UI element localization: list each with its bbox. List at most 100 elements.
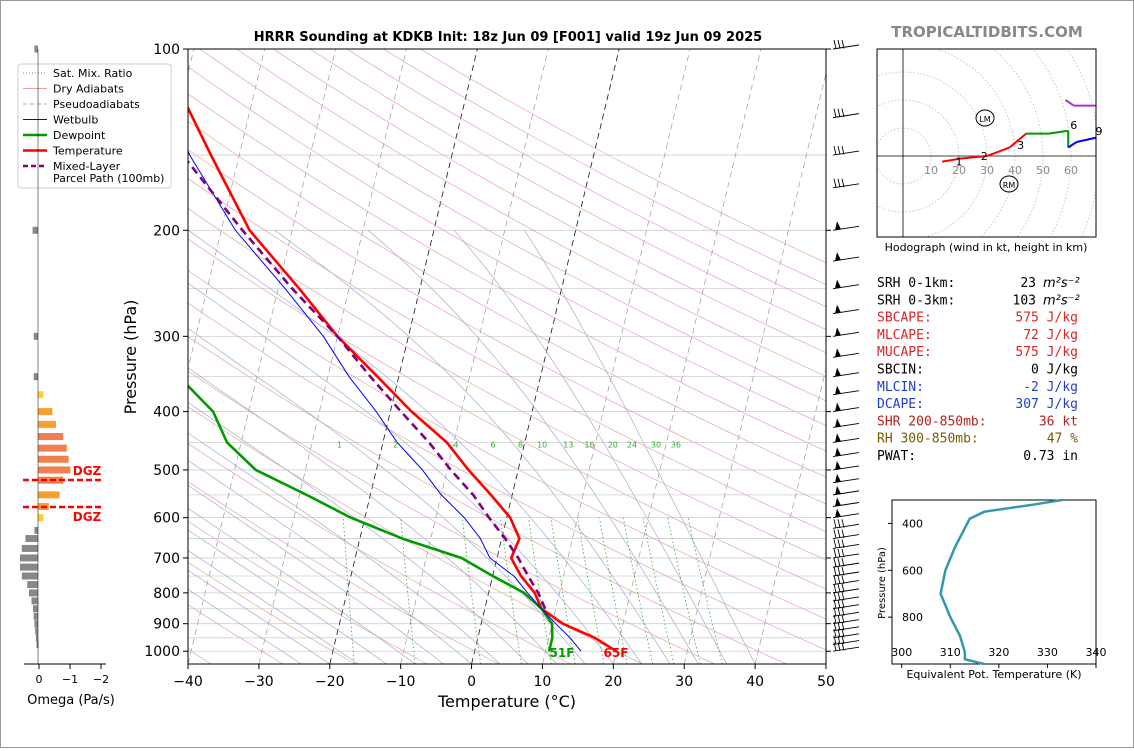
legend-item: Dry Adiabats	[23, 83, 124, 96]
theta-e-xtick-label: 340	[1086, 646, 1107, 659]
wind-barb-staff	[832, 633, 860, 639]
wind-barb-feather	[837, 607, 841, 616]
hodograph-segment	[1064, 99, 1075, 107]
pressure-tick-label: 200	[153, 223, 180, 239]
temp-tick-label: 0	[467, 674, 476, 690]
wind-barb-flag	[835, 402, 841, 412]
moist-adiabat-line	[188, 569, 330, 664]
wind-barb-feather	[841, 599, 845, 609]
wind-barb-feather	[837, 178, 841, 188]
index-row: SRH 0-1km: 23 m²s⁻²	[877, 276, 1080, 291]
wind-barb-feather	[837, 108, 841, 118]
index-row: SRH 0-3km: 103 m²s⁻²	[877, 293, 1080, 308]
pressure-tick-label: 700	[153, 551, 180, 567]
omega-bar	[38, 408, 53, 416]
wind-barb-feather	[833, 614, 837, 624]
wind-barb-feather	[833, 178, 837, 188]
index-value: 0.73 in	[1023, 449, 1078, 464]
mixing-ratio-label: 20	[608, 440, 618, 449]
hodograph-segment	[1008, 132, 1027, 149]
wind-barb-staff	[832, 183, 860, 189]
wind-barb-feather	[837, 558, 841, 567]
hodograph-ring-label: 30	[980, 164, 994, 177]
wind-barb-staff	[832, 562, 860, 568]
index-name: RH 300-850mb:	[877, 432, 979, 447]
index-value: 307 J/kg	[1015, 397, 1078, 412]
wind-barb-feather	[841, 591, 845, 601]
wind-barb	[832, 385, 860, 396]
hodograph-segment	[1048, 129, 1069, 135]
wind-barb	[832, 558, 860, 568]
pressure-tick-label: 800	[153, 586, 180, 602]
wind-barb	[832, 433, 860, 443]
wind-barb-staff	[832, 604, 860, 610]
wind-barb	[832, 304, 860, 315]
wind-barb	[832, 614, 860, 625]
isotherm-line	[400, 49, 549, 664]
isotherm-line	[754, 367, 826, 664]
isotherm-emph-line	[471, 49, 620, 664]
wind-barb	[832, 529, 860, 540]
moist-adiabat-line	[524, 230, 756, 664]
skewt-profiles	[188, 105, 618, 653]
index-name: SBCAPE:	[877, 311, 932, 326]
wind-barb	[832, 447, 860, 457]
index-value: -2 J/kg	[1023, 380, 1078, 395]
index-row: MUCAPE: 575 J/kg	[877, 345, 1078, 360]
theta-e-profile	[939, 498, 1063, 666]
wind-barb-feather	[841, 178, 845, 188]
omega-bar	[31, 597, 38, 605]
dry-adiabat-line	[236, 49, 826, 377]
omega-bar	[33, 373, 38, 381]
legend-label: Wetbulb	[53, 114, 98, 127]
index-name: MLCIN:	[877, 380, 924, 395]
mixing-ratio-labels: 1 2 4 6 8 10 13 16 20 24 30 36	[337, 440, 681, 449]
omega-bar	[38, 420, 56, 428]
omega-tick-label: −1	[62, 673, 78, 686]
legend-item: Dewpoint	[23, 129, 106, 142]
index-name: MLCAPE:	[877, 328, 932, 343]
wind-barb-feather	[833, 575, 837, 585]
dry-adiabat-line	[188, 178, 826, 532]
omega-bar	[33, 332, 38, 340]
index-row: MLCAPE: 72 J/kg	[877, 328, 1078, 343]
index-name: SRH 0-3km:	[877, 293, 955, 308]
wind-barb-feather	[841, 628, 845, 638]
index-value: 23	[1020, 276, 1036, 291]
wind-barb-feather	[841, 539, 845, 549]
moist-adiabat-line	[188, 367, 557, 664]
pressure-tick-label: 300	[153, 329, 180, 345]
wind-barb	[832, 327, 860, 337]
wind-barb	[832, 508, 860, 519]
dry-adiabat-line	[346, 49, 826, 308]
lm-marker-circle	[975, 109, 995, 127]
pressure-tick-label: 900	[153, 617, 180, 633]
theta-e-ytick-label: 600	[902, 564, 923, 577]
omega-bar	[29, 589, 38, 597]
dry-adiabat-line	[188, 406, 643, 664]
omega-bar	[34, 526, 38, 534]
wind-barbs	[832, 39, 860, 652]
wind-barb-staff	[832, 543, 860, 549]
wind-barb-feather	[837, 591, 841, 601]
isotherm-line	[258, 49, 407, 664]
mixing-ratio-label: 16	[584, 440, 594, 449]
wind-barb-flag	[835, 418, 841, 428]
legend-label: Dewpoint	[53, 129, 106, 142]
legend-label: Temperature	[52, 145, 123, 158]
index-unit: m²s⁻²	[1043, 276, 1080, 291]
wind-barb	[832, 178, 860, 189]
omega-bar	[20, 554, 38, 562]
wind-barb	[832, 539, 860, 549]
wind-barb-staff	[832, 571, 860, 577]
wind-barb-feather	[841, 635, 845, 645]
dry-adiabat-line	[188, 149, 826, 505]
index-name: SRH 0-1km:	[877, 276, 955, 291]
wind-barb-feather	[833, 519, 837, 528]
mixing-ratio-line	[550, 517, 576, 664]
mixing-ratio-line	[577, 517, 605, 664]
pressure-tick-label: 600	[153, 511, 180, 527]
wind-barb-feather	[833, 591, 837, 601]
dry-adiabat-line	[188, 302, 826, 651]
